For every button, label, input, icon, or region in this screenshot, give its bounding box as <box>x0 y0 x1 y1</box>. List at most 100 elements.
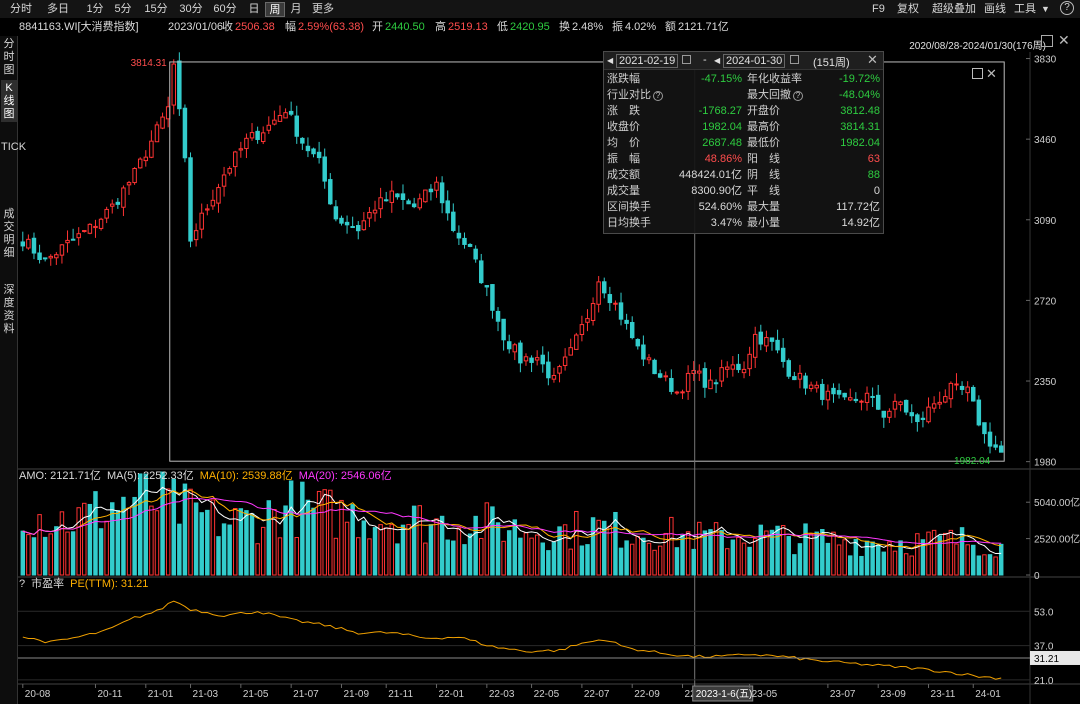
volume-bar <box>646 542 652 576</box>
f9-button[interactable]: F9 <box>872 3 885 15</box>
candle-body <box>501 318 506 341</box>
next-icon[interactable]: ◀ <box>714 56 721 65</box>
volume-bar <box>574 510 579 576</box>
close-selection-icon[interactable]: ✕ <box>986 66 997 81</box>
volume-bar <box>652 549 657 576</box>
volume-bar <box>892 550 898 576</box>
candle-body <box>143 156 149 162</box>
volume-bar <box>624 540 629 576</box>
volume-axis-tick-label: 0 <box>1034 571 1040 582</box>
candle-body <box>596 281 601 305</box>
amplitude-label: 振 <box>612 21 623 33</box>
candle-body <box>775 339 780 351</box>
volume-bar <box>998 543 1004 576</box>
volume-bar <box>260 526 266 576</box>
candle-body <box>613 302 618 305</box>
tab-trade-details[interactable]: 成交明细 <box>3 208 15 259</box>
help-icon[interactable]: ? <box>19 578 26 590</box>
volume-bar <box>305 499 311 576</box>
volume-bar <box>786 536 791 576</box>
close-icon[interactable]: ✕ <box>1058 32 1070 48</box>
period-more[interactable]: 更多 <box>312 3 334 15</box>
help-icon[interactable]: ? <box>653 91 663 101</box>
calendar-icon[interactable] <box>682 55 691 64</box>
candle-body <box>931 403 937 409</box>
x-axis-tick-label: 22-09 <box>634 689 660 700</box>
end-date-field[interactable]: 2024-01-30 <box>723 54 786 68</box>
chevron-down-icon[interactable]: ▼ <box>1041 4 1050 14</box>
help-icon[interactable]: ? <box>1060 1 1074 15</box>
period-multiday[interactable]: 多日 <box>47 3 69 15</box>
period-1min[interactable]: 1分 <box>86 3 104 15</box>
help-icon[interactable]: ? <box>793 91 803 101</box>
tab-depth-data[interactable]: 深度资料 <box>3 284 15 335</box>
volume-bar <box>249 513 255 576</box>
high-value: 2519.13 <box>448 21 488 33</box>
candle-body <box>255 130 260 140</box>
volume-bar <box>540 542 545 576</box>
volume-bar <box>149 505 154 576</box>
candle-body <box>473 248 478 260</box>
volume-bar <box>31 537 37 576</box>
volume-bar <box>294 537 299 576</box>
maximize-selection-icon[interactable] <box>972 68 983 79</box>
x-axis-tick-label: 21-07 <box>293 689 319 700</box>
volume-bar <box>227 524 232 576</box>
volume-bar <box>557 526 562 576</box>
draw-line-button[interactable]: 画线 <box>984 3 1006 15</box>
candle-body <box>998 445 1004 453</box>
candle-body <box>859 400 864 403</box>
candle-body <box>764 337 769 347</box>
volume-bar <box>417 505 422 576</box>
tab-kline-chart[interactable]: K线图 <box>1 80 17 122</box>
candle-body <box>641 344 646 360</box>
close-popup-icon[interactable]: ✕ <box>867 52 878 67</box>
candle-body <box>680 391 685 394</box>
volume-bar <box>93 491 98 576</box>
price-axis-tick-label: 2350 <box>1034 377 1057 388</box>
adjust-button[interactable]: 复权 <box>897 3 919 15</box>
start-date-field[interactable]: 2021-02-19 <box>616 54 679 68</box>
candle-body <box>434 181 439 191</box>
volume-bar <box>210 499 216 576</box>
candle-body <box>400 193 406 201</box>
calendar-icon[interactable] <box>790 55 799 64</box>
period-15min[interactable]: 15分 <box>144 3 168 15</box>
volume-bar <box>674 547 680 576</box>
tab-intraday-chart[interactable]: 分时图 <box>3 38 15 76</box>
stats-value: 88 <box>867 169 880 181</box>
period-30min[interactable]: 30分 <box>179 3 203 15</box>
period-week[interactable]: 周 <box>265 2 285 17</box>
maximize-icon[interactable] <box>1041 35 1053 47</box>
period-day[interactable]: 日 <box>248 3 260 15</box>
volume-bar <box>288 480 294 576</box>
period-60min[interactable]: 60分 <box>213 3 237 15</box>
x-axis-tick-label: 23-11 <box>931 689 956 700</box>
candle-body <box>188 157 193 242</box>
tools-button[interactable]: 工具 <box>1014 3 1036 15</box>
period-5min[interactable]: 5分 <box>114 3 132 15</box>
ma10-line <box>22 489 1002 549</box>
period-month[interactable]: 月 <box>290 3 302 15</box>
stats-value: 48.86% <box>704 153 742 165</box>
candle-body <box>769 337 775 342</box>
x-axis-tick-label: 20-08 <box>25 689 51 700</box>
stats-row: 涨 跌 -1768.27 开盘价 3812.48 <box>604 103 883 119</box>
overlay-button[interactable]: 超级叠加 <box>932 3 976 15</box>
x-axis-tick-label: 23-07 <box>830 689 856 700</box>
candle-body <box>585 318 590 323</box>
period-intraday[interactable]: 分时 <box>10 3 32 15</box>
volume-bar <box>87 503 93 576</box>
volume-bar <box>808 533 814 576</box>
x-axis-tick-label: 21-09 <box>343 689 369 700</box>
candle-body <box>26 238 31 249</box>
candle-body <box>456 232 462 239</box>
prev-icon[interactable]: ◀ <box>607 56 614 65</box>
candle-body <box>579 324 585 336</box>
volume-bar <box>344 521 350 576</box>
volume-bar <box>42 536 48 576</box>
candle-body <box>959 385 965 390</box>
stats-label: 最高价 <box>747 121 780 133</box>
candle-body <box>65 239 70 244</box>
